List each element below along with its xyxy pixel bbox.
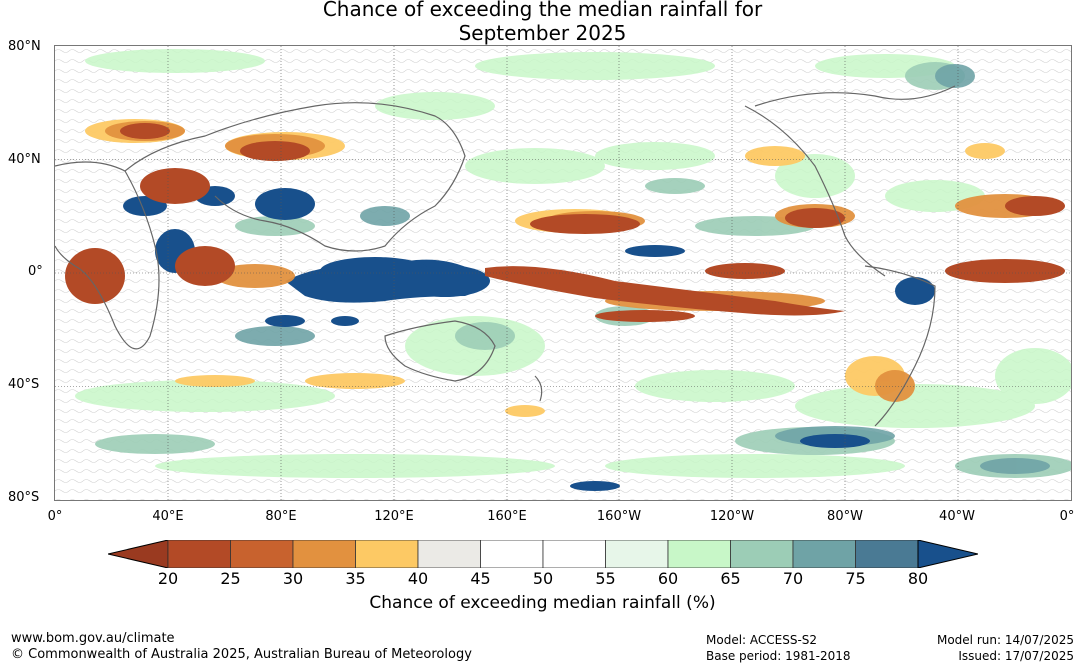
dry-areas: [65, 123, 1065, 322]
colorbar-segment: [605, 540, 669, 568]
colorbar-segment: [230, 540, 294, 568]
lon-label-80e: 80°E: [265, 509, 297, 524]
lon-label-40e: 40°E: [152, 509, 184, 524]
colorbar-segment: [542, 540, 606, 568]
map-canvas: [55, 46, 1071, 500]
lat-label-40n: 40°N: [8, 152, 41, 167]
graticule: [55, 46, 1071, 500]
colorbar-tick-label: 70: [782, 569, 804, 588]
model-run-text: Model run: 14/07/2025: [936, 633, 1074, 647]
colorbar-label: Chance of exceeding median rainfall (%): [369, 593, 716, 613]
title-line-2: September 2025: [458, 21, 627, 45]
colorbar-segment: [355, 540, 419, 568]
light-green-areas: [75, 49, 1071, 478]
colorbar-segment: [417, 540, 481, 568]
lat-label-80n: 80°N: [8, 39, 41, 54]
base-period-text: Base period: 1981-2018: [706, 649, 851, 663]
lon-label-0-right: 0°: [1059, 509, 1075, 524]
lon-label-40w: 40°W: [939, 509, 975, 524]
colorbar-tick-label: 45: [470, 569, 491, 588]
colorbar-segment: [480, 540, 544, 568]
colorbar-segment: [667, 540, 731, 568]
colorbar-tick-label: 20: [157, 569, 179, 588]
colorbar-tick-label: 50: [532, 569, 554, 588]
colorbar-segment: [167, 540, 231, 568]
lon-label-160w: 160°W: [596, 509, 642, 524]
website-text: www.bom.gov.au/climate: [11, 631, 175, 646]
lon-label-160e: 160°E: [487, 509, 527, 524]
lat-label-equator: 0°: [28, 264, 43, 279]
colorbar-segment: [730, 540, 794, 568]
wet-areas: [123, 186, 935, 491]
colorbar-wet-extension: [917, 540, 978, 568]
colorbar-tick-label: 65: [720, 569, 741, 588]
colorbar-tick-label: 60: [657, 569, 679, 588]
lon-label-120e: 120°E: [374, 509, 414, 524]
colorbar-tick-label: 75: [845, 569, 866, 588]
lon-label-0: 0°: [47, 509, 63, 524]
colorbar-dry-extension: [108, 540, 169, 568]
lat-label-80s: 80°S: [8, 490, 40, 505]
colorbar-tick-label: 35: [345, 569, 366, 588]
lat-label-40s: 40°S: [8, 377, 40, 392]
issued-text: Issued: 17/07/2025: [958, 649, 1074, 663]
colorbar-tick-label: 80: [907, 569, 929, 588]
colorbar-tick-label: 55: [595, 569, 616, 588]
lon-label-80w: 80°W: [827, 509, 863, 524]
colorbar-segment: [292, 540, 356, 568]
lon-label-120w: 120°W: [709, 509, 755, 524]
title-line-1: Chance of exceeding the median rainfall …: [322, 0, 763, 21]
colorbar-segment: [855, 540, 919, 568]
colorbar-tick-label: 40: [407, 569, 429, 588]
colorbar: [108, 540, 978, 568]
coastlines: [55, 85, 956, 427]
rainfall-map: [54, 45, 1072, 501]
model-text: Model: ACCESS-S2: [706, 633, 818, 647]
map-title: Chance of exceeding the median rainfall …: [0, 0, 1085, 45]
copyright-text: © Commonwealth of Australia 2025, Austra…: [11, 647, 472, 662]
colorbar-tick-label: 30: [282, 569, 304, 588]
colorbar-tick-label: 25: [220, 569, 241, 588]
colorbar-segment: [792, 540, 856, 568]
colorbar-segments: [167, 540, 919, 568]
